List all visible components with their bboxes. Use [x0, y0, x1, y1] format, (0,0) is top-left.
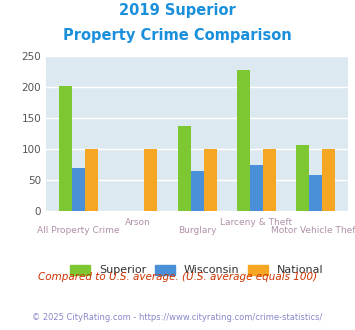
Bar [237, 70, 250, 211]
Bar [59, 86, 72, 211]
Bar [203, 148, 217, 211]
Text: Property Crime Comparison: Property Crime Comparison [63, 28, 292, 43]
Bar [85, 148, 98, 211]
Text: Arson: Arson [125, 218, 151, 227]
Text: Compared to U.S. average. (U.S. average equals 100): Compared to U.S. average. (U.S. average … [38, 272, 317, 282]
Bar [191, 171, 203, 211]
Text: © 2025 CityRating.com - https://www.cityrating.com/crime-statistics/: © 2025 CityRating.com - https://www.city… [32, 314, 323, 322]
Bar [178, 126, 191, 211]
Text: Larceny & Theft: Larceny & Theft [220, 218, 292, 227]
Bar [144, 148, 157, 211]
Text: Burglary: Burglary [178, 226, 216, 235]
Bar [309, 175, 322, 211]
Bar [296, 146, 309, 211]
Text: All Property Crime: All Property Crime [37, 226, 120, 235]
Legend: Superior, Wisconsin, National: Superior, Wisconsin, National [66, 260, 328, 280]
Text: Motor Vehicle Theft: Motor Vehicle Theft [271, 226, 355, 235]
Bar [322, 148, 335, 211]
Bar [250, 165, 263, 211]
Text: 2019 Superior: 2019 Superior [119, 3, 236, 18]
Bar [263, 148, 276, 211]
Bar [72, 168, 85, 211]
